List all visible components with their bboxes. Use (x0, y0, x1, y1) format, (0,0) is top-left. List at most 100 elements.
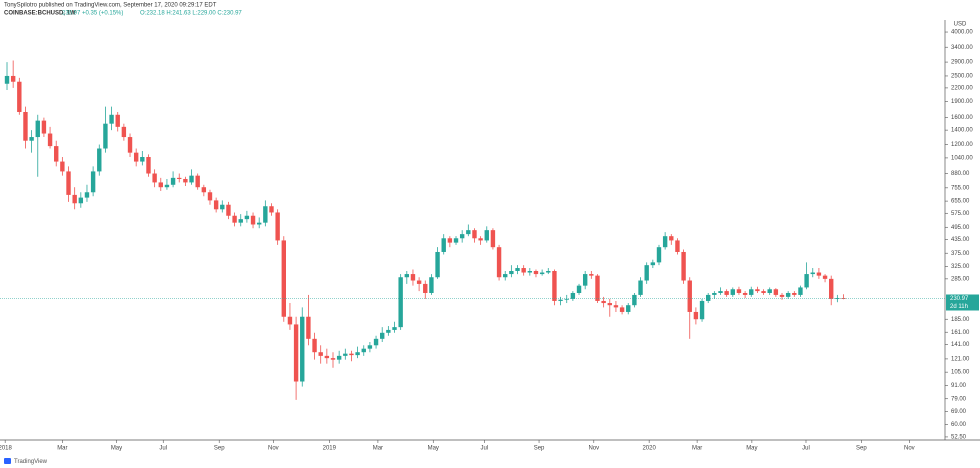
candle-body (447, 238, 453, 243)
x-tick-label: Sep (214, 446, 225, 452)
candle-body (90, 171, 96, 193)
candle-body (398, 277, 403, 328)
candle-body (226, 204, 231, 216)
candle-body (164, 184, 170, 188)
candle-body (300, 316, 305, 382)
candle-body (589, 274, 594, 276)
candle-body (220, 204, 225, 210)
candle-body (392, 327, 397, 330)
candle-body (736, 289, 742, 293)
candle-body (662, 236, 668, 248)
candle-body (23, 111, 28, 141)
candle-body (829, 278, 834, 299)
candle-body (712, 292, 717, 295)
y-tick-label: 69.00 (951, 409, 967, 415)
candle-body (17, 81, 22, 112)
candle-body (490, 230, 496, 248)
candle-body (54, 146, 59, 162)
y-tick-label: 1400.00 (951, 128, 973, 134)
candle-body (213, 200, 219, 210)
candle-body (626, 305, 631, 312)
y-tick-label: 435.00 (951, 237, 970, 243)
candle-body (349, 353, 354, 356)
candle-body (170, 177, 176, 185)
x-tick-label: Jul (159, 446, 167, 452)
candle-body (761, 291, 766, 293)
y-tick-label: 2200.00 (951, 85, 973, 91)
candle-body (47, 133, 53, 147)
candle-body (546, 271, 551, 273)
candle-body (238, 219, 243, 223)
candle-body (367, 345, 373, 349)
candle-body (201, 187, 207, 193)
candle-body (103, 123, 108, 149)
candle-body (835, 298, 840, 299)
candle-body (410, 274, 416, 281)
candle-body (306, 316, 311, 339)
candle-body (459, 234, 465, 239)
candle-body (613, 305, 619, 308)
candle-body (595, 275, 600, 301)
countdown: 2d 11h (950, 304, 968, 310)
candle-body (207, 192, 213, 201)
candle-body (293, 324, 299, 382)
candle-body (441, 238, 446, 252)
candle-body (287, 316, 293, 325)
candle-body (78, 197, 84, 204)
y-tick-label: 121.00 (951, 356, 970, 362)
candle-body (41, 120, 47, 134)
x-tick-label: Nov (588, 446, 599, 452)
candle-body (822, 275, 828, 279)
y-tick-label: 285.00 (951, 276, 970, 282)
candle-body (472, 230, 477, 239)
candle-body (423, 283, 428, 293)
y-tick-label: 2900.00 (951, 60, 973, 66)
candle-body (650, 262, 656, 266)
candle-body (435, 251, 440, 278)
candle-body (515, 268, 520, 272)
candle-body (66, 171, 71, 195)
candle-body (576, 285, 582, 293)
y-tick-label: 1200.00 (951, 142, 973, 148)
candle-body (127, 137, 133, 153)
candle-body (539, 272, 545, 275)
candle-body (250, 215, 256, 225)
watermark: TradingView (14, 459, 48, 465)
candle-body (343, 353, 348, 356)
x-tick-label: 2018 (0, 446, 12, 452)
candle-body (521, 268, 526, 273)
candle-body (478, 238, 483, 241)
candle-body (84, 192, 90, 198)
x-tick-label: 2019 (323, 446, 337, 452)
last-price-box (946, 294, 979, 303)
candle-body (60, 161, 65, 172)
x-tick-label: Sep (534, 446, 545, 452)
candle-body (749, 289, 754, 295)
x-tick-label: Mar (692, 446, 702, 452)
y-tick-label: 141.00 (951, 342, 970, 348)
candle-body (263, 206, 268, 223)
candle-body (35, 120, 40, 138)
ohlc-legend: O:232.18 H:241.63 L:229.00 C:230.97 (140, 11, 242, 17)
candle-body (669, 236, 674, 241)
y-tick-label: 495.00 (951, 225, 970, 231)
candle-body (792, 292, 797, 295)
y-tick-label: 2500.00 (951, 74, 973, 80)
candle-body (133, 152, 139, 162)
candle-body (484, 230, 489, 241)
candle-body (416, 280, 422, 284)
y-tick-label: 52.50 (951, 435, 967, 441)
y-tick-label: 79.00 (951, 396, 967, 402)
x-tick-label: Nov (904, 446, 915, 452)
y-tick-label: 755.00 (951, 185, 970, 191)
candle-body (146, 157, 151, 174)
y-tick-label: 1600.00 (951, 115, 973, 121)
author-line: TonySpilotro published on TradingView.co… (4, 3, 217, 9)
candle-body (453, 238, 459, 243)
y-tick-label: 1040.00 (951, 155, 973, 161)
candle-body (638, 280, 643, 295)
candle-body (318, 352, 323, 356)
candle-body (619, 307, 625, 312)
candle-body (466, 230, 471, 235)
candle-body (121, 126, 127, 138)
